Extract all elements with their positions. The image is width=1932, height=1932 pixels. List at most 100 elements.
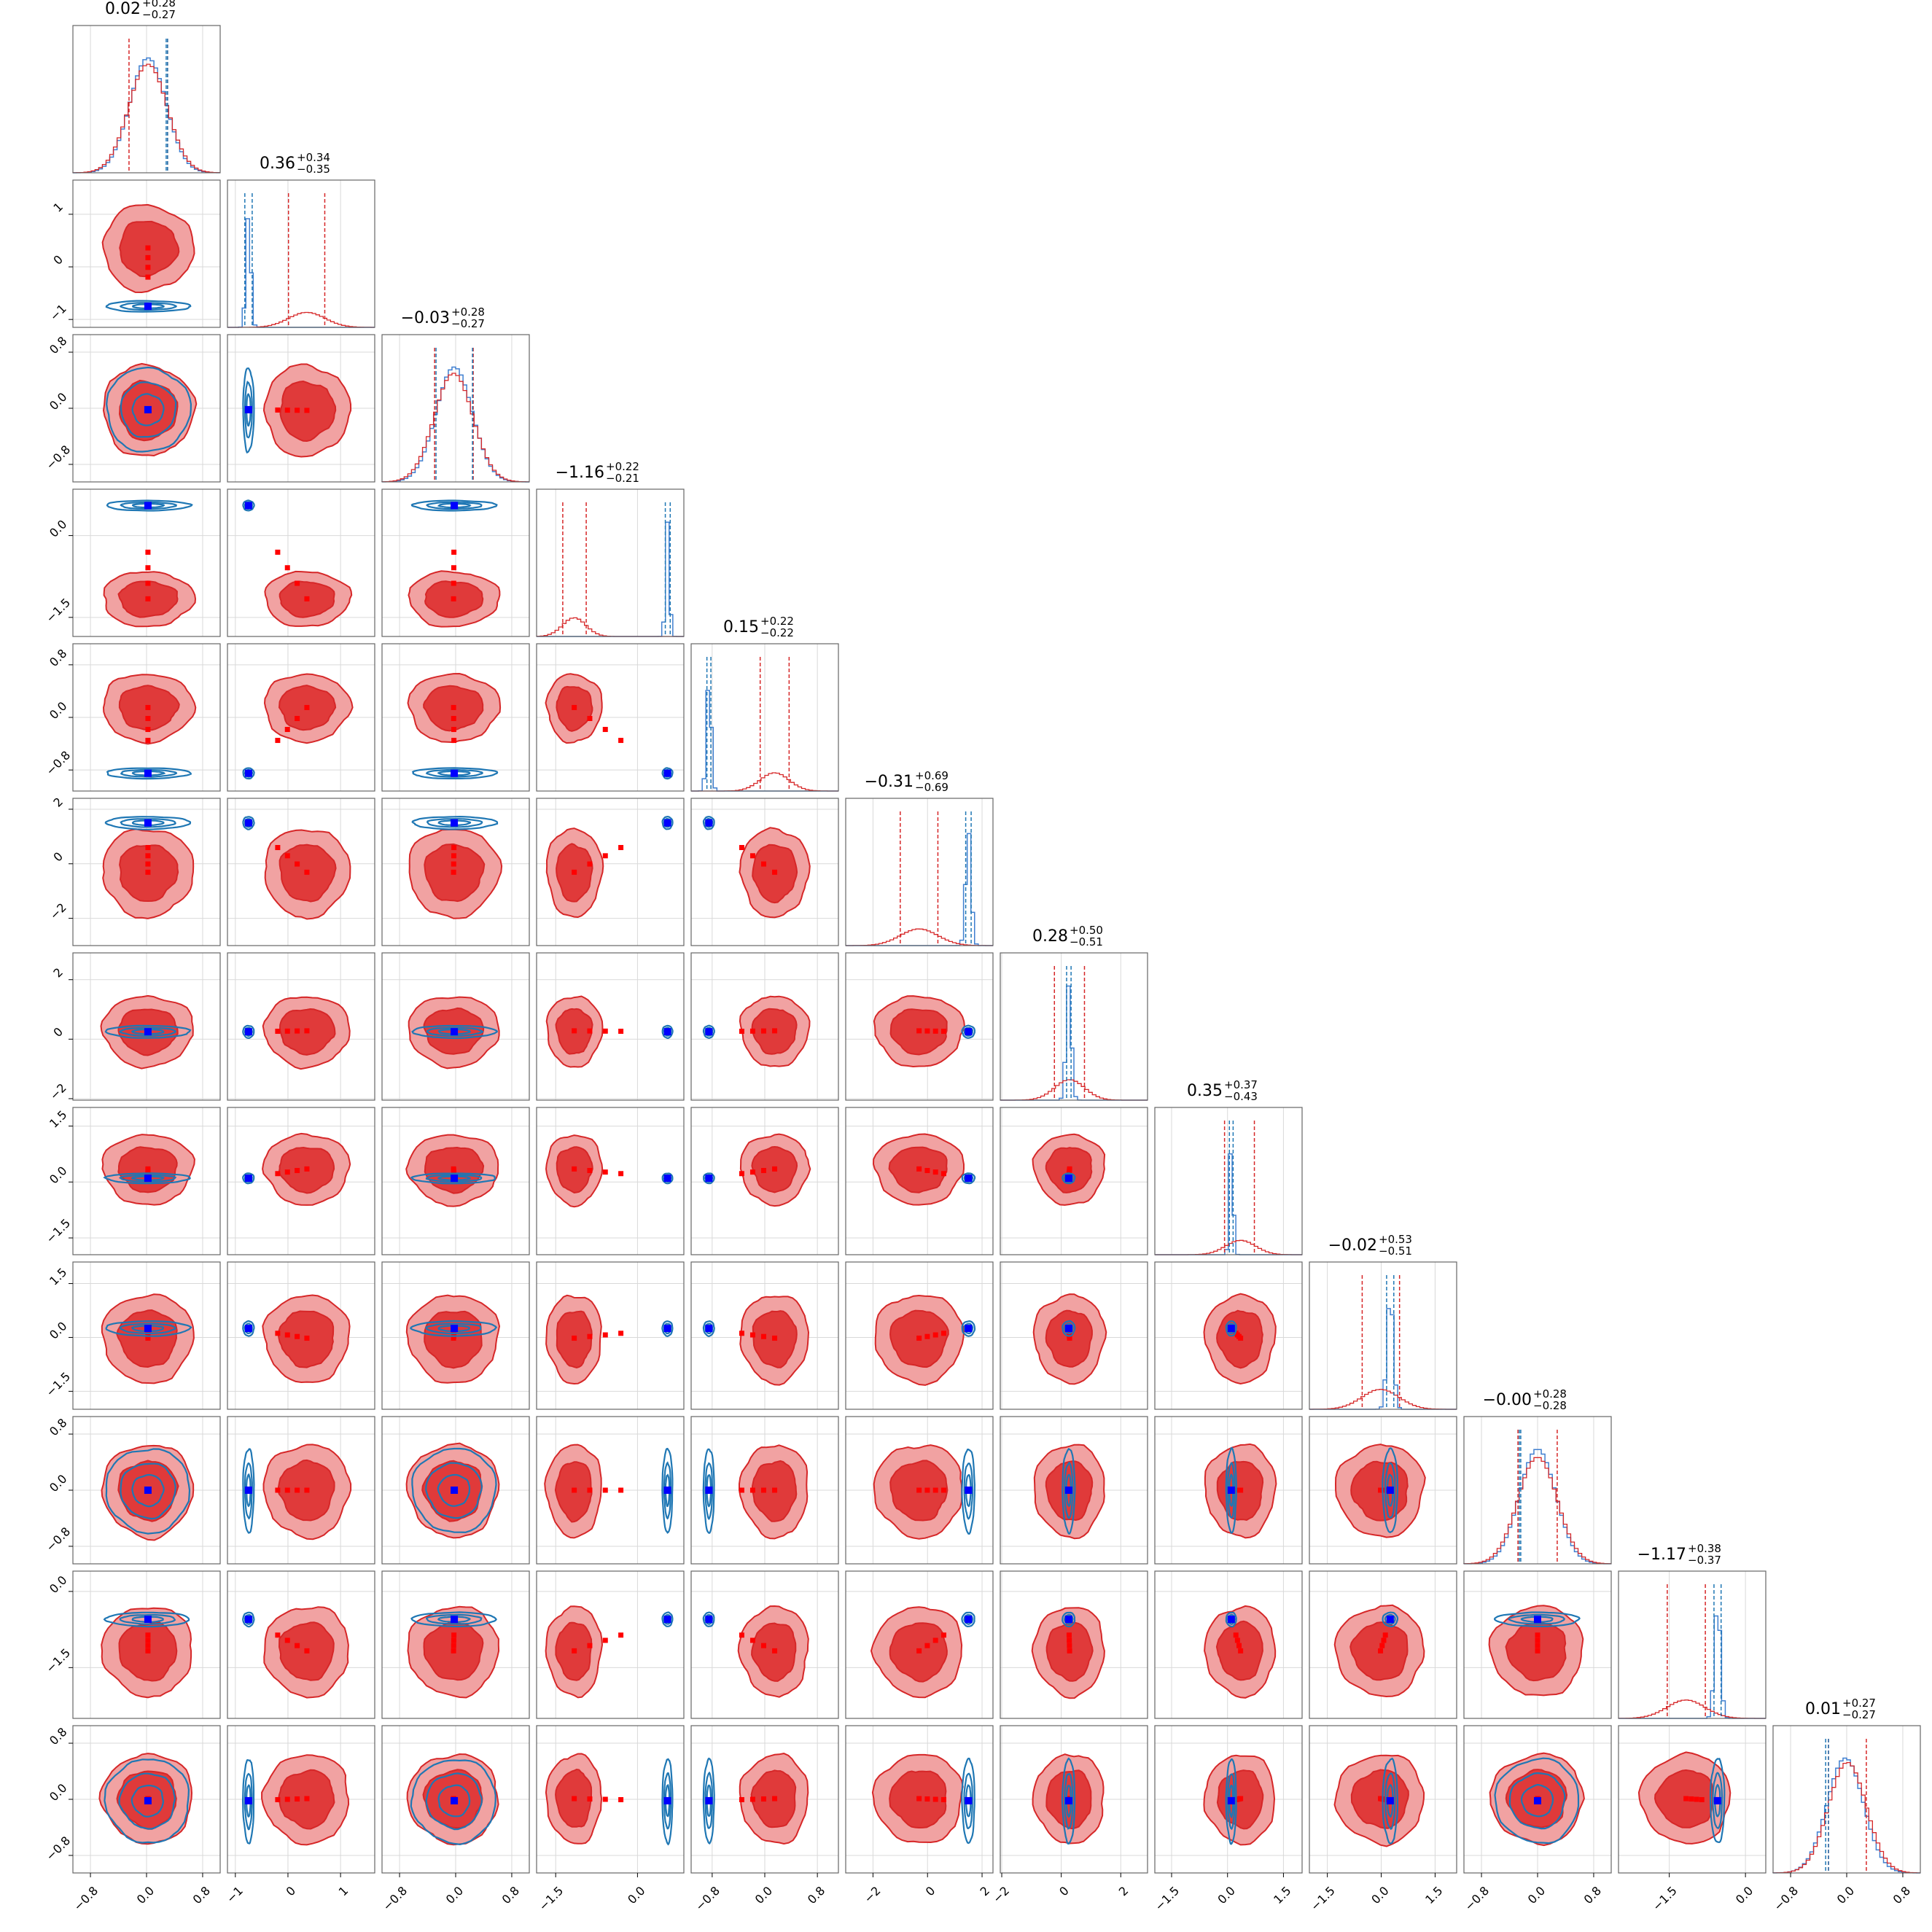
red-marker-2 xyxy=(750,1488,755,1493)
xtick-label-0: −0.8 xyxy=(71,1884,101,1914)
red-marker-3 xyxy=(739,1331,744,1336)
blue-marker xyxy=(1534,1616,1541,1623)
ytick-label-1: 0.0 xyxy=(47,1781,69,1804)
panel-10-5 xyxy=(846,1571,993,1718)
red-marker-3 xyxy=(618,738,623,743)
param-title-lower-7: −0.43 xyxy=(1224,1090,1258,1103)
ytick-label-0: −2 xyxy=(47,900,69,922)
red-marker-1 xyxy=(295,1168,300,1173)
blue-marker xyxy=(451,502,458,509)
hist-panel-1: 0.36 +0.34−0.35 xyxy=(227,151,375,327)
red-marker-2 xyxy=(1235,1637,1240,1643)
ytick-label-2: 2 xyxy=(50,795,66,810)
red-marker-2 xyxy=(603,1488,608,1493)
hist-panel-5: −0.31 +0.69−0.69 xyxy=(846,769,993,946)
red-marker-2 xyxy=(1535,1637,1540,1643)
red-marker-0 xyxy=(772,1796,777,1801)
red-marker-2 xyxy=(285,1488,290,1493)
red-marker-0 xyxy=(451,870,456,875)
red-marker-2 xyxy=(285,853,290,858)
ytick-label-1: 0 xyxy=(50,1024,66,1040)
panel-11-5: −2 0 2 xyxy=(846,1726,993,1906)
blue-marker xyxy=(965,1797,972,1804)
red-marker-1 xyxy=(295,1796,300,1801)
hist-blue xyxy=(1000,986,1148,1101)
red-marker-1 xyxy=(295,1643,300,1648)
red-marker-2 xyxy=(285,1333,290,1338)
red-marker-3 xyxy=(941,1488,946,1493)
hist-blue xyxy=(1619,1616,1766,1719)
blue-marker xyxy=(1387,1616,1394,1623)
red-marker-1 xyxy=(761,1029,766,1034)
red-marker-3 xyxy=(451,738,456,743)
red-marker-2 xyxy=(603,1333,608,1338)
blue-marker xyxy=(245,1616,252,1623)
red-marker-0 xyxy=(1378,1648,1383,1654)
red-marker-0 xyxy=(572,1796,577,1801)
ytick-label-0: −1.5 xyxy=(43,1645,73,1675)
param-title-8: −0.02 xyxy=(1328,1236,1377,1255)
panel-3-1 xyxy=(227,489,375,636)
red-marker-0 xyxy=(916,1166,922,1172)
red-marker-1 xyxy=(761,1168,766,1173)
red-marker-3 xyxy=(739,1488,744,1493)
red-marker-1 xyxy=(145,581,150,586)
red-marker-1 xyxy=(451,581,456,586)
blue-marker xyxy=(705,1797,712,1804)
red-marker-2 xyxy=(285,727,290,732)
xtick-label-2: 1.5 xyxy=(1271,1884,1293,1906)
red-marker-3 xyxy=(275,1331,280,1336)
hist-panel-6: 0.28 +0.50−0.51 xyxy=(1000,924,1148,1100)
param-title-5: −0.31 xyxy=(865,773,914,791)
blue-marker xyxy=(144,1487,152,1494)
red-marker-3 xyxy=(941,1632,946,1637)
blue-marker xyxy=(1714,1797,1721,1804)
red-marker-2 xyxy=(933,1797,938,1802)
xtick-label-0: −0.8 xyxy=(1771,1884,1801,1914)
hist-blue xyxy=(1309,1309,1457,1409)
red-marker-2 xyxy=(145,565,150,570)
ytick-label-2: 1.5 xyxy=(47,1107,69,1130)
xtick-label-1: 0.0 xyxy=(134,1884,157,1906)
panel-5-1 xyxy=(227,798,375,946)
param-title-lower-11: −0.27 xyxy=(1842,1708,1876,1721)
red-marker-1 xyxy=(295,1488,300,1493)
blue-marker xyxy=(1065,1325,1072,1332)
ytick-label-2: 0.8 xyxy=(47,1416,69,1438)
xtick-label-1: 0.0 xyxy=(443,1884,466,1906)
red-marker-0 xyxy=(304,870,309,875)
red-marker-1 xyxy=(587,862,592,867)
red-marker-3 xyxy=(618,1029,623,1034)
red-marker-2 xyxy=(750,853,755,858)
xtick-label-1: 0 xyxy=(923,1884,938,1899)
xtick-label-2: 2 xyxy=(1116,1884,1131,1899)
red-marker-0 xyxy=(572,1166,577,1172)
panel-9-5 xyxy=(846,1417,993,1564)
red-marker-2 xyxy=(750,1797,755,1802)
hist-blue xyxy=(537,522,684,636)
red-marker-1 xyxy=(145,716,150,721)
red-marker-1 xyxy=(145,1643,150,1648)
panel-9-1 xyxy=(227,1417,375,1564)
xtick-label-1: 0.0 xyxy=(1834,1884,1857,1906)
red-marker-2 xyxy=(285,1637,290,1643)
param-title-11: 0.01 xyxy=(1805,1700,1841,1718)
param-title-lower-0: −0.27 xyxy=(142,8,176,21)
red-marker-0 xyxy=(1683,1796,1688,1801)
panel-10-4 xyxy=(691,1571,838,1718)
red-marker-0 xyxy=(304,1648,309,1654)
red-marker-2 xyxy=(933,1488,938,1493)
red-marker-0 xyxy=(572,1336,577,1341)
ytick-label-0: −0.8 xyxy=(43,443,73,472)
red-marker-0 xyxy=(916,1488,922,1493)
blue-marker xyxy=(664,819,671,827)
red-marker-2 xyxy=(285,565,290,570)
red-marker-0 xyxy=(451,1648,456,1654)
panel-9-8 xyxy=(1309,1417,1457,1564)
ytick-label-1: 0.0 xyxy=(47,699,69,722)
red-marker-0 xyxy=(451,596,456,601)
ytick-label-0: −1.5 xyxy=(43,1369,73,1399)
panel-9-3 xyxy=(537,1417,684,1564)
red-marker-3 xyxy=(1535,1632,1540,1637)
blue-marker xyxy=(144,406,152,413)
